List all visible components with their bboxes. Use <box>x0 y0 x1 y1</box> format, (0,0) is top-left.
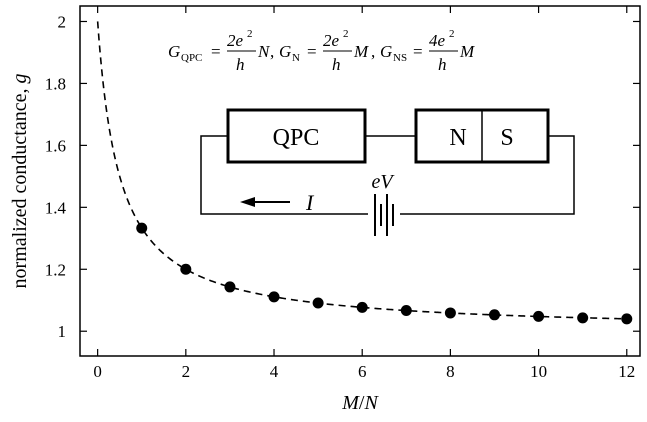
voltage-label: eV <box>371 171 395 193</box>
data-point <box>577 312 589 324</box>
data-point <box>400 304 412 316</box>
right-wire <box>400 135 575 215</box>
left-wire <box>200 135 368 215</box>
y-tick-label: 1.2 <box>45 260 66 279</box>
current-label: I <box>305 190 315 215</box>
y-tick-label: 1.6 <box>45 136 66 155</box>
x-axis-title-n: N <box>363 392 379 414</box>
y-axis-title-var: g <box>9 74 31 84</box>
x-tick-label: 2 <box>182 362 191 381</box>
battery-icon <box>374 194 394 236</box>
formula-g1-subscript: QPC <box>181 52 202 64</box>
formula-g2-tail: M <box>353 42 369 61</box>
y-axis: 1 1.2 1.4 1.6 1.8 2 <box>45 12 640 341</box>
y-tick-label: 1 <box>58 322 67 341</box>
formula-g3-power: 2 <box>449 28 455 40</box>
y-tick-label: 1.8 <box>45 74 66 93</box>
current-arrow-icon <box>240 197 290 207</box>
data-point <box>621 313 633 325</box>
y-tick-label: 2 <box>58 12 67 31</box>
formula-g3-numerator: 4e <box>429 31 446 50</box>
x-axis-title: M/N <box>341 392 379 414</box>
formula-g2-equals: = <box>307 42 317 61</box>
qpc-box <box>226 108 367 164</box>
y-axis-title: normalized conductance, g <box>9 74 31 289</box>
s-label: S <box>500 125 513 151</box>
x-tick-label: 4 <box>270 362 279 381</box>
formula-g2-subscript: N <box>292 52 300 64</box>
qpc-label: QPC <box>273 125 320 151</box>
x-tick-label: 0 <box>93 362 102 381</box>
formula-g3-subscript: NS <box>393 52 407 64</box>
data-point <box>488 309 500 321</box>
x-axis-title-m: M <box>341 392 360 414</box>
formula-g2-symbol: G <box>279 42 291 61</box>
x-tick-label: 8 <box>446 362 455 381</box>
formula-g1-tail: N <box>257 42 271 61</box>
data-point <box>136 222 148 234</box>
formula-g3-tail: M <box>459 42 475 61</box>
conductance-formula: G QPC = 2e 2 h N , G N = 2e 2 h M , G NS… <box>168 28 475 74</box>
data-point <box>444 307 456 319</box>
formula-g3-equals: = <box>413 42 423 61</box>
formula-sep-2: , <box>371 42 375 61</box>
formula-sep-1: , <box>270 42 274 61</box>
formula-g2-numerator: 2e <box>323 31 340 50</box>
data-point <box>533 310 545 322</box>
formula-g1-equals: = <box>211 42 221 61</box>
formula-g3-symbol: G <box>380 42 392 61</box>
data-point <box>224 281 236 293</box>
formula-g1-power: 2 <box>247 28 253 40</box>
formula-g2-power: 2 <box>343 28 349 40</box>
y-axis-title-text: normalized conductance, <box>9 89 31 289</box>
n-label: N <box>449 125 466 151</box>
data-point <box>180 263 192 275</box>
theory-curve-line <box>96 21 627 320</box>
x-axis: 0 2 4 6 8 10 12 <box>93 6 635 381</box>
data-markers <box>136 222 633 325</box>
x-tick-label: 6 <box>358 362 367 381</box>
formula-g1-numerator: 2e <box>227 31 244 50</box>
data-point <box>268 291 280 303</box>
formula-g2-denominator: h <box>332 55 341 74</box>
x-axis-title-sep: / <box>359 392 365 414</box>
formula-g1-denominator: h <box>236 55 245 74</box>
plot-frame <box>79 5 641 357</box>
data-point <box>356 301 368 313</box>
formula-g3-denominator: h <box>438 55 447 74</box>
x-tick-label: 10 <box>530 362 547 381</box>
circuit-diagram: QPC N S eV I <box>200 108 575 236</box>
formula-g1-symbol: G <box>168 42 180 61</box>
y-tick-label: 1.4 <box>45 198 67 217</box>
x-tick-label: 12 <box>618 362 635 381</box>
data-point <box>312 297 324 309</box>
